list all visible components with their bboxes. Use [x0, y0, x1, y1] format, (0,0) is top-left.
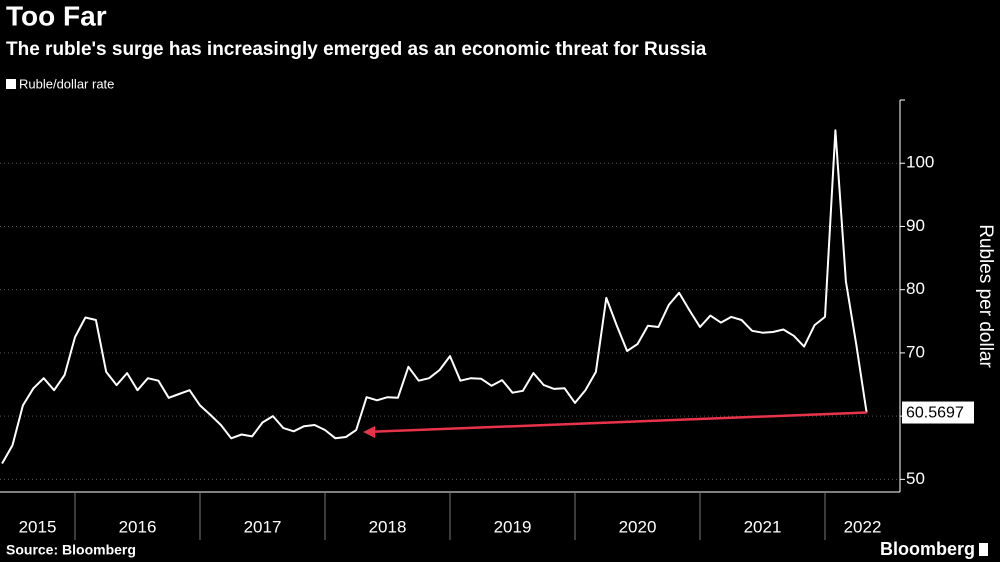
y-tick-label: 70 — [906, 342, 925, 361]
chart-title: Too Far — [6, 0, 107, 31]
x-tick-label: 2017 — [244, 517, 282, 536]
x-tick-label: 2016 — [119, 517, 157, 536]
x-tick-label: 2020 — [619, 517, 657, 536]
annotation-arrowhead — [363, 426, 375, 438]
y-tick-label: 90 — [906, 216, 925, 235]
x-tick-label: 2022 — [844, 517, 882, 536]
brand: Bloomberg — [880, 539, 975, 559]
end-label: 60.5697 — [906, 405, 964, 422]
source: Source: Bloomberg — [6, 542, 136, 558]
y-tick-label: 50 — [906, 469, 925, 488]
chart-subtitle: The ruble's surge has increasingly emerg… — [6, 39, 707, 60]
annotation-arrow — [370, 411, 867, 434]
x-tick-label: 2018 — [369, 517, 407, 536]
x-tick-label: 2015 — [19, 517, 57, 536]
data-line — [1, 129, 868, 464]
brand-icon — [979, 543, 988, 556]
y-tick-label: 80 — [906, 279, 925, 298]
legend-swatch — [6, 79, 16, 89]
x-tick-label: 2019 — [494, 517, 532, 536]
legend-label: Ruble/dollar rate — [19, 76, 114, 91]
y-axis-label: Rubles per dollar — [975, 224, 996, 368]
end-label-box — [902, 401, 974, 424]
y-tick-label: 100 — [906, 153, 934, 172]
x-tick-label: 2021 — [744, 517, 782, 536]
